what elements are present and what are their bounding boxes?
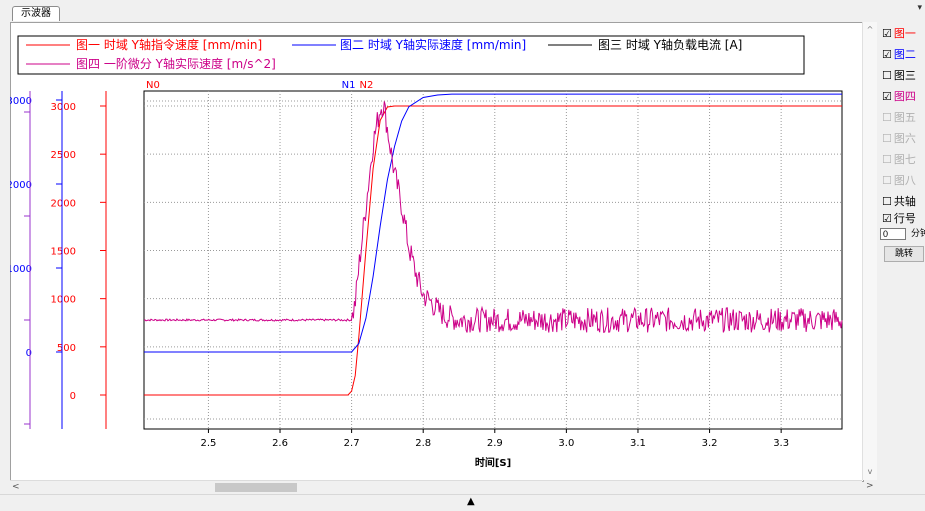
horizontal-scrollbar[interactable]: < [10,480,862,494]
checkbox-plot-3[interactable]: ☐ 图三 [882,68,916,84]
checkbox-icon: ☐ [882,132,892,145]
marker-label: N0 [146,80,160,91]
x-tick-label: 2.9 [487,438,503,449]
checkbox-label: 行号 [893,212,916,225]
checkbox-icon: ☐ [882,153,892,166]
oscilloscope-chart: 图一 时域 Y轴指令速度 [mm/min] 图二 时域 Y轴实际速度 [mm/m… [10,35,843,469]
tab-oscilloscope[interactable]: 示波器 [12,6,60,21]
checkbox-icon[interactable]: ☑ [882,212,892,225]
x-tick-label: 2.7 [344,438,360,449]
marker-label: N1 [342,80,356,91]
checkbox-icon[interactable]: ☑ [882,48,892,61]
series-line-1 [144,105,842,396]
y-tick-label: 2000 [51,198,76,209]
y-tick-label: 0 [26,348,32,359]
axes-group: 2.5 2.6 2.7 2.8 2.9 3.0 3.1 3.2 3.3 0 500 1000 1500 2… [10,91,789,449]
x-tick-label: 2.8 [415,438,431,449]
scroll-down-icon[interactable]: v [867,467,873,476]
checkbox-label: 图七 [893,153,916,166]
series-group [143,93,843,396]
checkbox-label: 共轴 [893,195,916,208]
x-axis-label: 时间[S] [475,456,511,469]
x-tick-label: 3.3 [773,438,789,449]
x-tick-label: 2.5 [200,438,216,449]
checkbox-label: 图四 [893,90,916,103]
legend-label-4: 图四 一阶微分 Y轴实际速度 [m/s^2] [76,56,276,71]
bottom-panel-bar[interactable]: ▲ [0,494,925,511]
x-tick-label: 3.0 [558,438,574,449]
checkbox-plot-2[interactable]: ☑ 图二 [882,47,916,63]
y-tick-label: 3000 [51,102,76,113]
marker-label: N2 [360,80,374,91]
y-tick-label: 1500 [51,247,76,258]
checkbox-icon[interactable]: ☑ [882,90,892,103]
checkbox-shared-axis[interactable]: ☐ 共轴 [882,194,916,210]
x-tick-label: 3.2 [702,438,718,449]
y-tick-label: 500 [57,343,76,354]
jump-button[interactable]: 跳转 [884,246,924,262]
scroll-thumb[interactable] [215,483,297,492]
checkbox-plot-4[interactable]: ☑ 图四 [882,89,916,105]
x-tick-label: 2.6 [272,438,288,449]
y-tick-label: 2500 [51,150,76,161]
markers-group: N0 N1 N2 [146,80,373,91]
y-tick-label: 3000 [10,96,32,107]
checkbox-line-number[interactable]: ☑ 行号 [882,211,916,227]
minute-input[interactable] [880,228,906,240]
checkbox-icon: ☐ [882,111,892,124]
scroll-right-icon[interactable]: > [866,481,874,491]
checkbox-label: 图三 [893,69,916,82]
scroll-up-icon[interactable]: ^ [866,25,874,34]
checkbox-icon[interactable]: ☐ [882,195,892,208]
minute-unit-label: 分钟 [911,229,925,239]
checkbox-plot-6: ☐ 图六 [882,131,916,147]
expand-up-icon[interactable]: ▲ [467,496,475,507]
tab-bar: 示波器 ▾ [0,0,925,22]
series-line-3 [143,101,843,333]
legend-label-1: 图一 时域 Y轴指令速度 [mm/min] [76,37,262,52]
checkbox-plot-5: ☐ 图五 [882,110,916,126]
legend-label-3: 图三 时域 Y轴负载电流 [A] [598,37,742,52]
checkbox-plot-8: ☐ 图八 [882,173,916,189]
checkbox-icon: ☐ [882,174,892,187]
checkbox-plot-7: ☐ 图七 [882,152,916,168]
checkbox-label: 图五 [893,111,916,124]
checkbox-icon[interactable]: ☐ [882,69,892,82]
checkbox-plot-1[interactable]: ☑ 图一 [882,26,916,42]
grid [144,91,842,429]
plot-area [143,90,843,430]
scroll-left-icon[interactable]: < [12,482,20,492]
y-tick-label: 2000 [10,180,32,191]
x-tick-label: 3.1 [630,438,646,449]
checkbox-label: 图八 [893,174,916,187]
legend-box [17,35,805,75]
tab-menu-chevron-icon[interactable]: ▾ [917,3,922,13]
y-tick-label: 1000 [10,264,32,275]
y-tick-label: 1000 [51,295,76,306]
checkbox-label: 图二 [893,48,916,61]
y-tick-label: 0 [70,391,76,402]
series-line-2 [144,93,842,353]
checkbox-label: 图一 [893,27,916,40]
vertical-scrollbar[interactable]: ^ v [862,22,877,480]
legend-label-2: 图二 时域 Y轴实际速度 [mm/min] [340,37,526,52]
checkbox-label: 图六 [893,132,916,145]
checkbox-icon[interactable]: ☑ [882,27,892,40]
